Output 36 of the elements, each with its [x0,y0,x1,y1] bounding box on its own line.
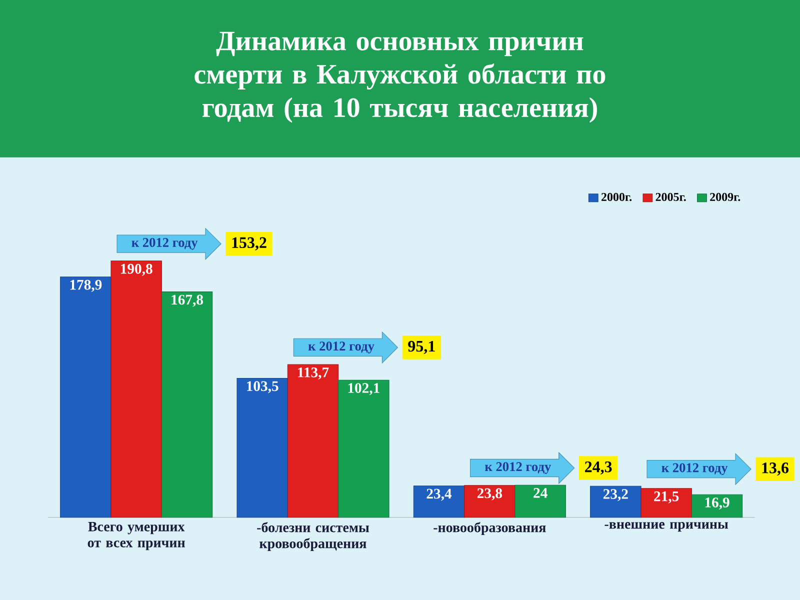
data-label: 102,1 [348,383,380,396]
legend-label: 2009г. [710,192,740,202]
text: 153,2 [232,237,266,250]
bar [236,378,288,518]
data-label: 23,8 [477,488,502,500]
bar [60,276,112,518]
text: 13,6 [762,462,789,476]
bar [338,380,390,518]
data-label: 16,9 [705,498,730,510]
annotation: 24,3 [584,461,612,475]
data-label: 23,2 [603,489,628,502]
annotation: к 2012 году [662,463,728,475]
data-label: 103,5 [247,381,278,394]
annotation: к 2012 году [485,462,552,474]
data-label: 178,9 [70,280,102,292]
bar [161,292,213,518]
bar [691,494,743,518]
data-label: 167,8 [172,294,204,307]
legend-label: 2005г. [656,192,686,202]
data-label: 21,5 [654,491,679,504]
data-label: 24 [534,488,548,498]
text: к 2012 году [132,238,198,250]
x-tick-label: -новообразования [434,522,546,536]
chart-title: Динамика основных причин смерти в Калужской области по годам (на 10 тысяч населения) [194,32,606,123]
annotation: к 2012 году [308,342,374,354]
data-label: 190,8 [121,264,152,276]
data-label: 23,4 [426,488,452,501]
bar [590,486,642,518]
legend-label: 2000г. [601,192,632,202]
data-label: 113,7 [298,367,329,380]
x-tick-label: -болезни системы кровообращения [257,522,370,552]
bar [413,486,465,518]
annotation: 95,1 [408,340,435,354]
x-tick-label: Всего умерших от всех причин [88,522,185,550]
bar [640,488,692,518]
x-tick-label: -внешние причины [604,522,728,532]
